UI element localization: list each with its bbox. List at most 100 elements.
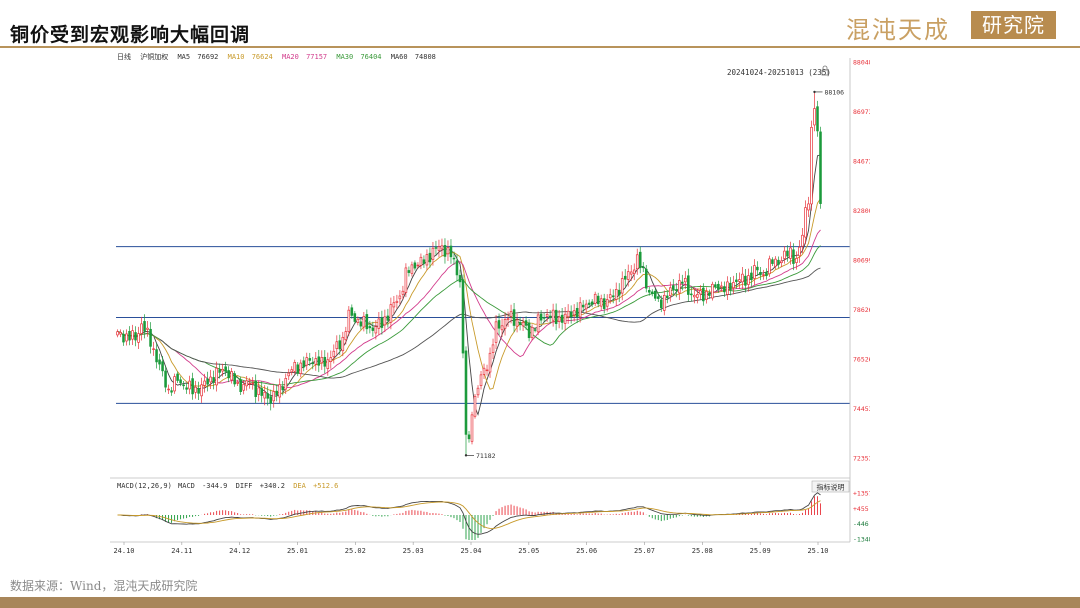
candle-body [173,376,176,392]
candle-body [629,271,633,275]
candle [368,320,372,334]
candle [693,288,696,304]
candle [365,309,369,334]
candle [191,372,194,400]
x-tick-label: 25.08 [692,547,713,555]
candle-body [608,294,612,299]
candle-body [215,367,218,386]
candle-body [807,203,810,211]
candle-body [711,283,714,299]
candle-body [626,271,630,280]
dea-line [117,500,821,530]
candle [521,317,525,331]
candle-body [182,384,185,387]
candle [341,331,345,357]
candle [401,285,405,300]
candle [708,289,711,299]
candle-body [506,318,510,321]
x-tick-label: 25.01 [287,547,308,555]
candle-body [678,280,681,294]
candle-body [233,373,236,385]
candle-body [750,272,753,281]
candle [164,365,167,393]
candle-body [296,364,300,374]
candle-body [335,341,339,350]
candle [449,239,453,264]
footer-bar [0,597,1080,608]
candle-body [272,391,276,402]
candle [344,326,348,345]
candle [293,359,297,375]
y-tick-label: 78626 [853,306,870,314]
candle [119,329,122,338]
candle [470,411,474,445]
candle-body [699,290,702,295]
candle [389,297,393,330]
candle [350,304,354,319]
candle-body [311,362,315,365]
candle [687,268,690,302]
candle-body [479,374,483,387]
macd-legend-value: -344.9 [202,482,227,490]
candle-body [137,333,140,343]
candle-body [116,331,119,336]
x-tick-label: 25.10 [807,547,828,555]
candle [227,366,230,383]
candle [771,257,774,267]
data-source-note: 数据来源：Wind，混沌天成研究院 [10,579,198,593]
ma60-legend-name: MA60 [391,53,408,61]
candle-body [653,290,657,299]
page-title: 铜价受到宏观影响大幅回调 [10,24,251,46]
candle [128,326,131,346]
candle-body [176,373,179,381]
candle [494,315,498,350]
candle [122,330,125,346]
candle [314,352,318,371]
candle-body [146,327,149,330]
candle-body [614,289,618,300]
candle [551,303,555,327]
candle-body [563,313,567,324]
indicator-info-button[interactable] [811,480,850,493]
candle-body [398,295,402,300]
candle-body [632,269,636,274]
chart-period-label: 日线 [117,52,131,61]
candle [744,269,747,293]
candle [804,200,807,245]
candle-body [696,294,699,298]
candle-body [314,358,318,365]
candle-body [611,295,615,298]
candle-body [617,289,621,296]
candle [137,326,140,350]
candle [218,363,221,379]
candle-body [419,256,423,266]
candle [735,273,738,289]
candle [506,311,510,327]
candle-body [428,252,432,263]
candle-body [644,268,648,289]
candle [188,375,191,395]
candle [248,377,251,389]
candle-body [263,391,266,399]
candle [759,267,762,281]
candle [656,293,660,303]
ma5-legend-value: 76692 [197,53,218,61]
candle [275,384,279,402]
candle [200,377,203,403]
candle [290,366,294,376]
candle-body [726,281,729,295]
candle [446,240,450,262]
candle [491,338,495,359]
candle [146,320,149,337]
candle-body [434,247,438,249]
candle-body [470,414,474,442]
candle-body [533,329,537,331]
candle [750,266,753,287]
candle [308,352,312,366]
candle-body [305,357,309,366]
candle [662,290,666,316]
candle-body [560,314,564,323]
candle-body [161,361,164,372]
candle-body [777,259,780,265]
x-tick-label: 25.02 [345,547,366,555]
